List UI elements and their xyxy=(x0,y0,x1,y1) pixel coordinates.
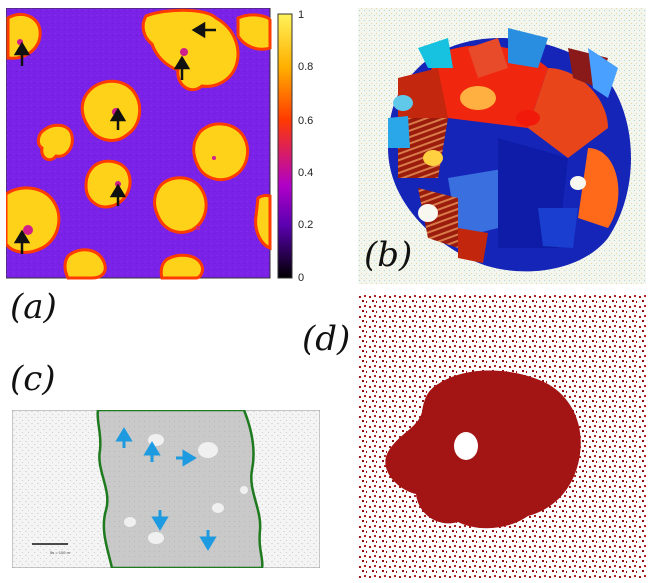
droplet-d xyxy=(385,370,581,529)
colorbar-tick-1: 1 xyxy=(298,9,304,21)
panel-c: 5s = 100 m xyxy=(12,410,320,568)
panel-c-label: (c) xyxy=(10,359,56,399)
colorbar-tick-0.6: 0.6 xyxy=(298,115,313,127)
panel-b-label: (b) xyxy=(364,235,413,275)
panel-c-image: 5s = 100 m xyxy=(12,410,320,568)
scale-bar-c-text: 5s = 100 m xyxy=(50,550,71,555)
panel-b: (b) xyxy=(358,8,646,284)
colorbar-tick-0.2: 0.2 xyxy=(298,219,313,231)
panel-d-image xyxy=(358,294,646,580)
panel-a-label: (a) xyxy=(10,287,57,327)
arrows-a xyxy=(13,21,216,254)
panel-d xyxy=(358,294,646,580)
colorbar xyxy=(277,13,293,279)
colorbar-tick-0: 0 xyxy=(298,272,304,284)
colorbar-tick-0.8: 0.8 xyxy=(298,61,313,73)
colorbar-tick-0.4: 0.4 xyxy=(298,167,313,179)
domains-a xyxy=(6,8,272,280)
liquid-region-c xyxy=(96,410,264,568)
panel-a-image: 1 0.8 0.6 0.4 0.2 0 xyxy=(6,8,313,284)
panel-d-label: (d) xyxy=(302,319,351,359)
arrows-c xyxy=(115,427,217,551)
panel-a: 1 0.8 0.6 0.4 0.2 0 xyxy=(6,8,320,284)
panel-b-image xyxy=(358,8,646,284)
grains-b xyxy=(388,28,631,272)
hole-d xyxy=(454,432,478,460)
